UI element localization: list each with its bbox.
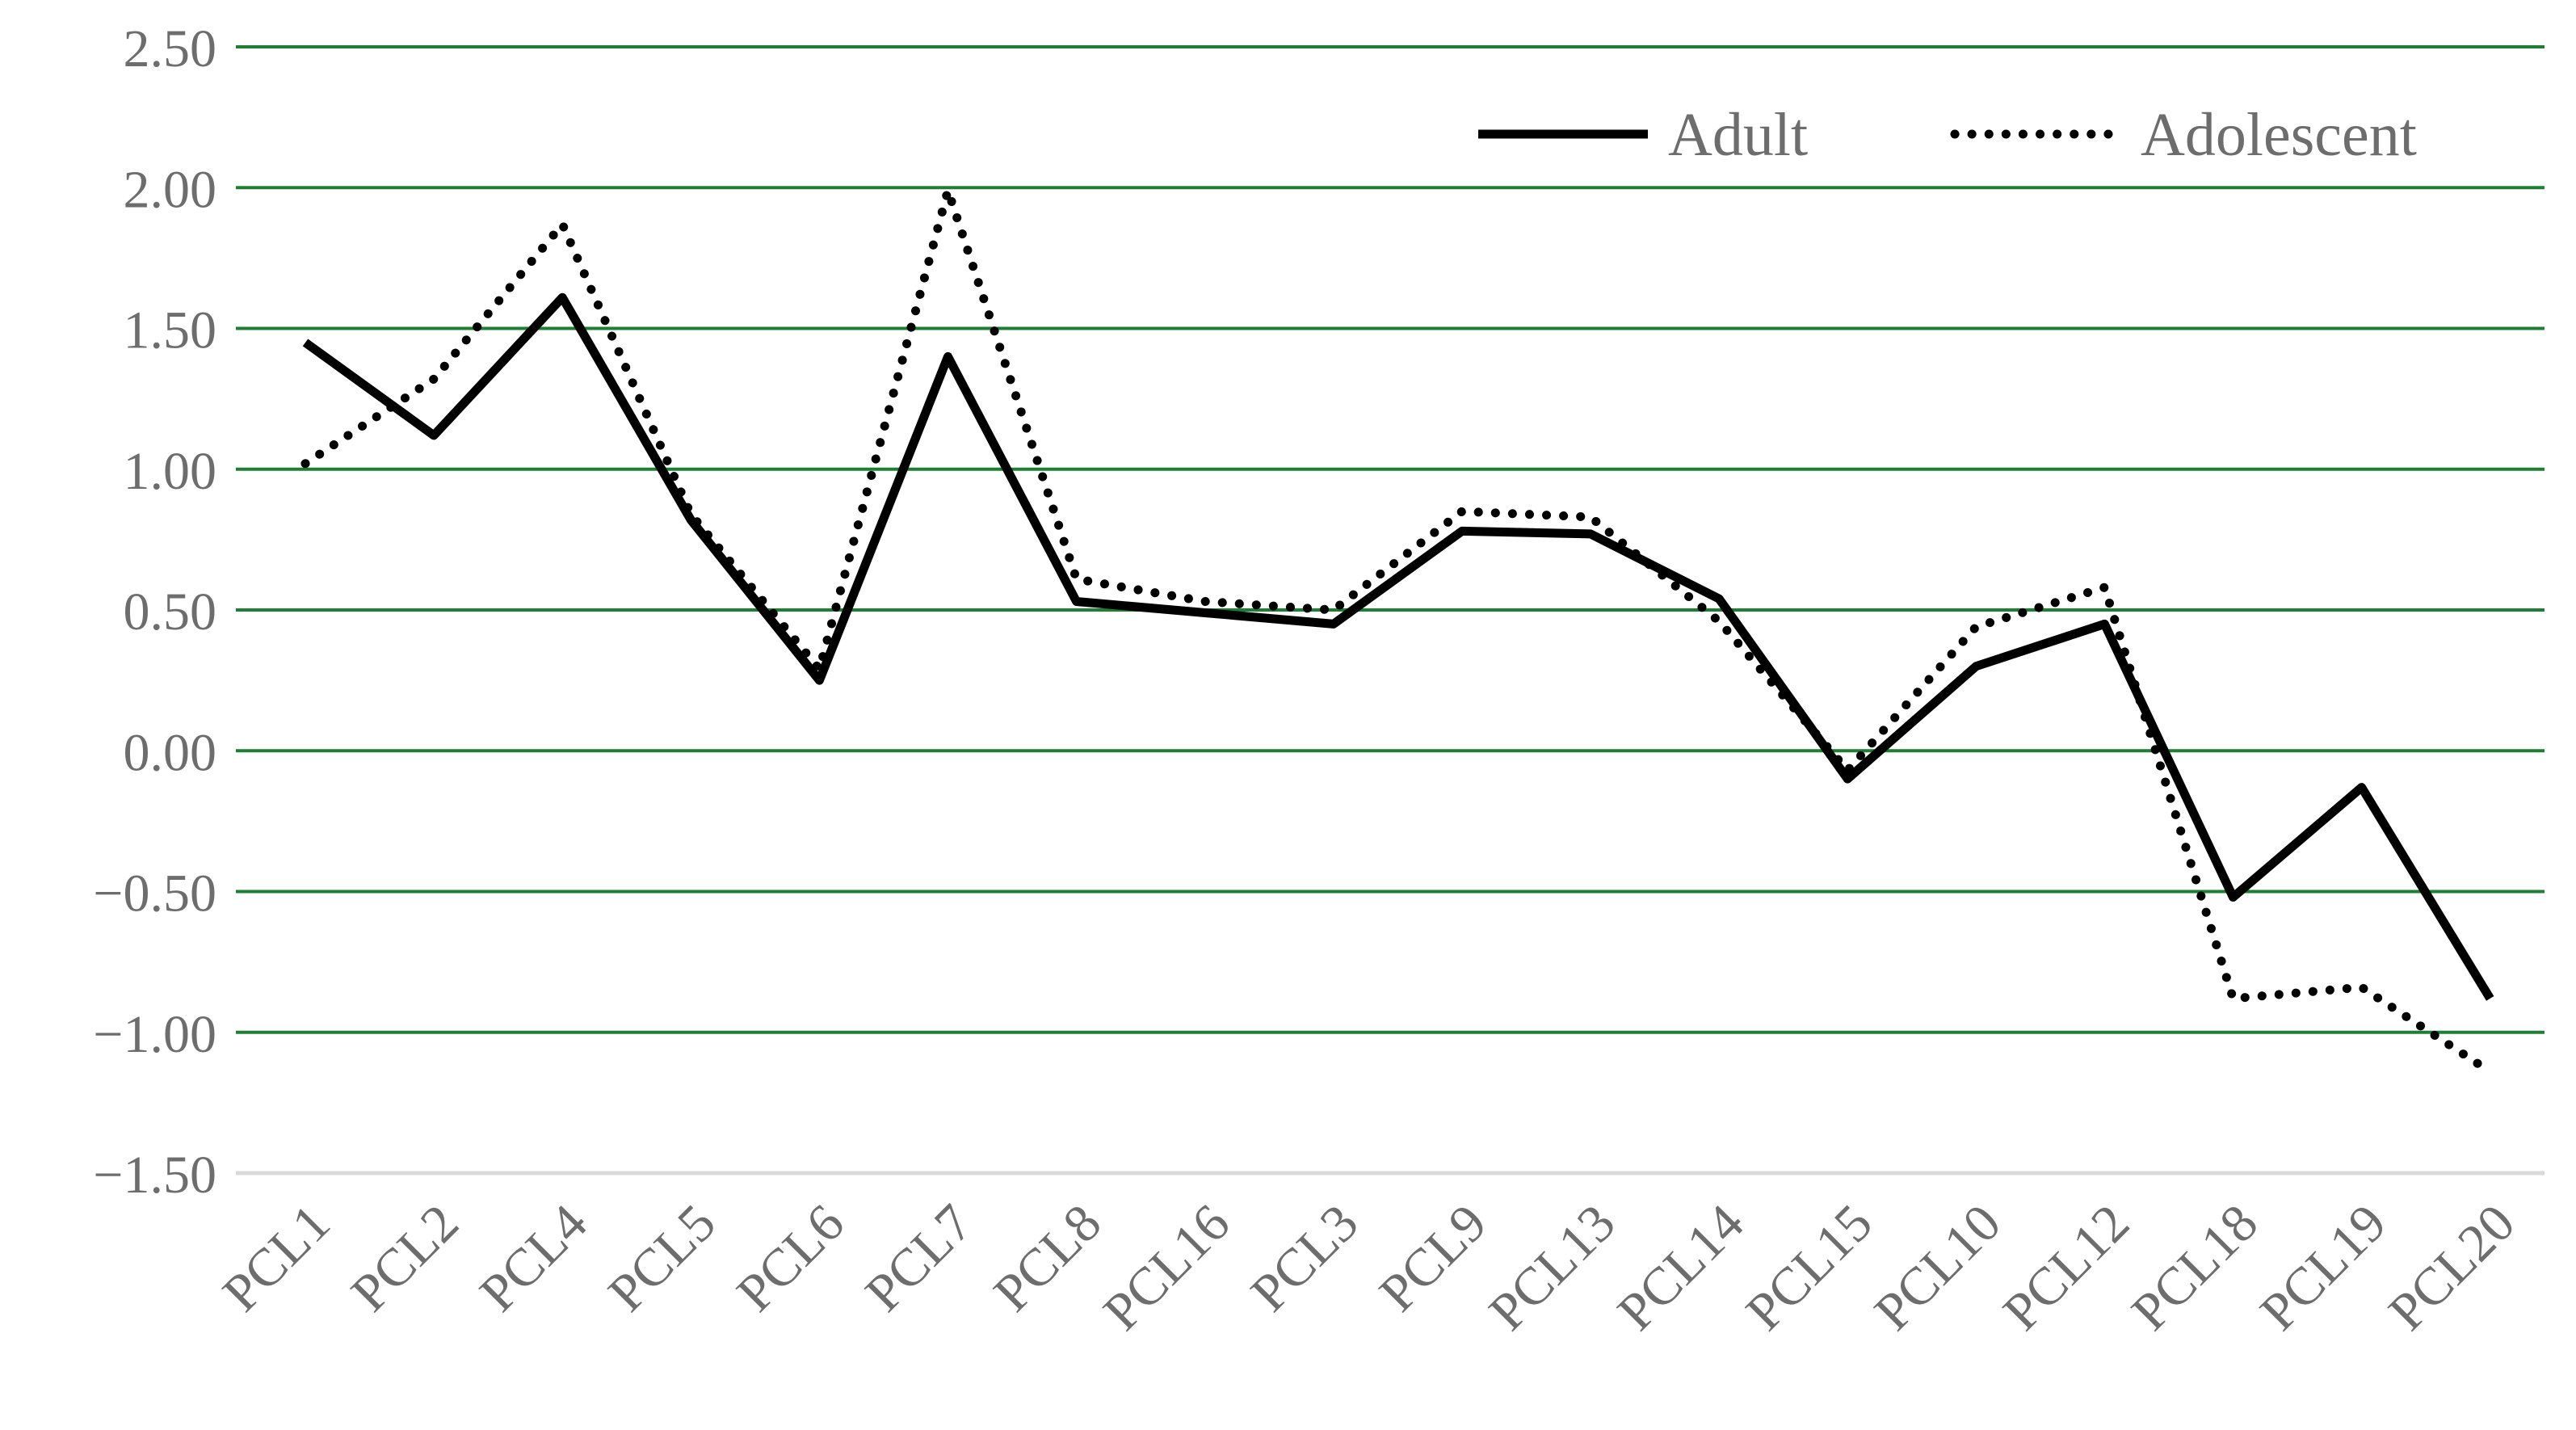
y-axis-ticks: 2.50 2.00 1.50 1.00 0.50 0.00 −0.50 −1.00 −1.50 [93, 19, 216, 1205]
x-axis-ticks: PCL1PCL2PCL4PCL5PCL6PCL7PCL8PCL16PCL3PCL… [212, 1193, 2526, 1342]
data-point-adult [689, 518, 692, 521]
x-tick-label: PCL20 [2377, 1193, 2526, 1342]
data-point-adolescent [2489, 1070, 2492, 1074]
data-point-adult [817, 679, 821, 682]
data-point-adolescent [2232, 997, 2235, 1000]
legend: Adult Adolescent [1478, 101, 2417, 169]
x-tick-label: PCL15 [1735, 1193, 1884, 1342]
data-point-adult [1204, 611, 1207, 614]
x-tick-label: PCL13 [1478, 1193, 1627, 1342]
data-point-adult [2489, 997, 2492, 1000]
x-tick-label: PCL9 [1368, 1193, 1498, 1323]
data-point-adolescent [432, 377, 435, 381]
data-point-adolescent [561, 223, 564, 226]
series-lines [300, 186, 2495, 1076]
data-point-adolescent [304, 462, 307, 465]
data-point-adolescent [1460, 510, 1464, 513]
x-tick-label: PCL18 [2120, 1193, 2269, 1342]
data-point-adolescent [1846, 769, 1849, 772]
legend-label-adolescent: Adolescent [2141, 101, 2417, 169]
data-point-adult [1332, 622, 1335, 625]
data-point-adult [2103, 622, 2106, 625]
x-tick-label: PCL16 [1092, 1193, 1241, 1342]
x-tick-label: PCL4 [469, 1193, 599, 1323]
data-point-adult [2360, 786, 2364, 789]
x-tick-label: PCL8 [983, 1193, 1113, 1323]
legend-label-adult: Adult [1668, 101, 1808, 169]
y-tick-label: 2.00 [124, 160, 217, 219]
data-point-adult [1717, 597, 1721, 600]
y-tick-label: 2.50 [124, 19, 217, 78]
data-point-adult [304, 341, 307, 344]
x-tick-label: PCL19 [2249, 1193, 2397, 1342]
series-line-adult [302, 292, 2494, 1001]
data-point-adolescent [817, 667, 821, 671]
data-point-adolescent [1075, 578, 1078, 581]
y-tick-label: −0.50 [93, 864, 216, 923]
y-tick-label: −1.50 [93, 1146, 216, 1205]
x-tick-label: PCL6 [725, 1193, 855, 1323]
data-point-adolescent [2360, 986, 2364, 989]
data-point-adult [432, 434, 435, 437]
y-tick-label: 0.00 [124, 723, 217, 782]
data-point-adolescent [947, 189, 950, 192]
x-tick-label: PCL2 [340, 1193, 470, 1323]
data-point-adolescent [1204, 600, 1207, 604]
gridlines [236, 45, 2544, 1176]
data-point-adolescent [1589, 515, 1592, 519]
data-point-adult [1846, 777, 1849, 780]
x-tick-label: PCL3 [1240, 1193, 1370, 1323]
data-point-adult [561, 296, 564, 299]
x-tick-label: PCL10 [1864, 1193, 2012, 1342]
data-point-adult [1974, 665, 1977, 668]
data-point-adolescent [1974, 625, 1977, 629]
y-tick-label: 1.50 [124, 301, 217, 360]
y-tick-label: 1.00 [124, 442, 217, 501]
data-point-adult [1460, 529, 1464, 532]
x-tick-label: PCL7 [855, 1193, 985, 1323]
x-tick-label: PCL5 [597, 1193, 727, 1323]
x-tick-label: PCL14 [1607, 1193, 1755, 1342]
data-point-adolescent [1717, 620, 1721, 623]
y-tick-label: 0.50 [124, 583, 217, 641]
x-tick-label: PCL1 [212, 1193, 342, 1323]
data-point-adolescent [2103, 586, 2106, 589]
data-point-adult [2232, 895, 2235, 898]
x-tick-label: PCL12 [1992, 1193, 2141, 1342]
data-point-adolescent [689, 513, 692, 516]
data-point-adult [947, 355, 950, 358]
y-tick-label: −1.00 [93, 1005, 216, 1064]
data-point-adolescent [1332, 608, 1335, 612]
data-point-adult [1589, 532, 1592, 536]
series-line-adolescent [300, 186, 2495, 1076]
data-point-adult [1075, 600, 1078, 604]
